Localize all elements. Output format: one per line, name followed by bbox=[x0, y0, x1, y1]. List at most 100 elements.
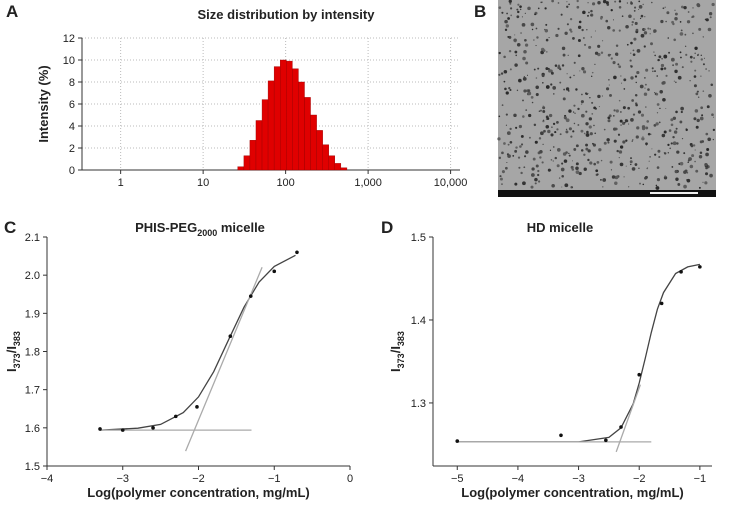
tem-particle bbox=[643, 28, 646, 31]
chart-title: Size distribution by intensity bbox=[198, 7, 376, 22]
tem-particle bbox=[683, 152, 686, 155]
tem-particle bbox=[581, 93, 583, 96]
tem-particle bbox=[514, 50, 518, 54]
tem-particle bbox=[636, 70, 640, 75]
tem-particle bbox=[653, 51, 655, 53]
tem-particle bbox=[535, 85, 539, 90]
tem-particle bbox=[680, 106, 684, 111]
x-tick-label: 0 bbox=[347, 473, 353, 485]
tem-particle bbox=[515, 126, 518, 129]
tem-particle bbox=[612, 127, 617, 131]
tangent-line bbox=[184, 266, 263, 452]
tem-particle bbox=[513, 38, 517, 42]
tem-particle bbox=[607, 26, 611, 30]
tem-particle bbox=[635, 81, 637, 84]
tem-particle bbox=[590, 13, 594, 17]
y-axis-label: I373/I383 bbox=[4, 331, 22, 372]
bar bbox=[273, 66, 281, 171]
tem-particle bbox=[498, 6, 502, 9]
subscript: 383 bbox=[12, 331, 22, 346]
tem-particle bbox=[514, 40, 517, 43]
tem-particle bbox=[643, 31, 648, 35]
tem-particle bbox=[537, 169, 540, 173]
tem-particle bbox=[649, 28, 651, 30]
tem-particle bbox=[498, 51, 501, 55]
text-part: HD micelle bbox=[527, 220, 593, 235]
tem-particle bbox=[498, 73, 501, 76]
tem-particle bbox=[630, 64, 632, 67]
tem-particle bbox=[656, 178, 661, 182]
tem-particle bbox=[676, 150, 680, 154]
tem-particle bbox=[636, 49, 641, 53]
y-tick-label: 6 bbox=[69, 99, 75, 111]
tem-particle bbox=[645, 106, 647, 108]
tem-particle bbox=[585, 133, 590, 137]
tem-particle bbox=[697, 53, 700, 55]
tem-particle bbox=[692, 15, 695, 18]
tem-particle bbox=[620, 75, 622, 77]
tem-particle bbox=[635, 28, 639, 32]
tem-particle bbox=[631, 167, 636, 171]
tem-particle bbox=[522, 115, 525, 118]
tem-particle bbox=[611, 175, 616, 179]
tem-particle bbox=[687, 11, 690, 13]
tem-particle bbox=[523, 50, 527, 54]
tem-particle bbox=[523, 75, 525, 78]
tem-particle bbox=[653, 123, 657, 127]
tem-particle bbox=[507, 17, 510, 20]
tem-particle bbox=[514, 34, 516, 36]
tem-particle bbox=[608, 79, 610, 81]
tem-particle bbox=[624, 119, 628, 123]
tem-particle bbox=[616, 54, 619, 56]
tem-particle bbox=[572, 37, 575, 40]
tem-particle bbox=[646, 120, 650, 123]
tem-particle bbox=[587, 149, 591, 153]
tem-particle bbox=[617, 63, 620, 66]
tem-particle bbox=[703, 57, 705, 59]
tem-particle bbox=[627, 186, 630, 188]
tem-particle bbox=[705, 152, 709, 157]
tem-particle bbox=[565, 87, 570, 91]
tem-particle bbox=[675, 177, 679, 181]
tem-particle bbox=[621, 82, 623, 84]
tem-particle bbox=[544, 7, 547, 10]
tem-particle bbox=[674, 17, 678, 21]
tem-particle bbox=[665, 74, 668, 77]
tem-particle bbox=[600, 17, 603, 20]
tem-particle bbox=[658, 155, 661, 159]
tem-particle bbox=[556, 164, 560, 168]
tem-particle bbox=[614, 175, 619, 180]
y-tick-label: 2.1 bbox=[25, 232, 40, 244]
tem-particle bbox=[603, 141, 607, 145]
data-point bbox=[679, 270, 683, 274]
tem-particle bbox=[608, 84, 610, 86]
tem-particle bbox=[561, 64, 565, 67]
tem-particle bbox=[591, 113, 594, 115]
tem-particle bbox=[540, 50, 545, 55]
tem-particle bbox=[654, 70, 656, 73]
tem-particle bbox=[542, 49, 546, 52]
tem-particle bbox=[518, 166, 521, 169]
data-point bbox=[151, 426, 155, 430]
data-point bbox=[455, 439, 460, 443]
tem-particle bbox=[527, 89, 530, 92]
tem-particle bbox=[563, 159, 568, 163]
tem-particle bbox=[519, 8, 522, 11]
tem-particle bbox=[654, 54, 656, 57]
tem-particle bbox=[519, 5, 522, 8]
tem-particle bbox=[633, 6, 637, 9]
tem-particle bbox=[631, 24, 633, 26]
tem-particle bbox=[664, 6, 666, 8]
tem-particle bbox=[607, 116, 611, 120]
tem-particle bbox=[556, 121, 559, 124]
tem-particle bbox=[568, 3, 570, 6]
tem-particle bbox=[602, 186, 604, 188]
tem-particle bbox=[580, 113, 585, 118]
tem-particle bbox=[644, 16, 646, 18]
tem-particle bbox=[554, 156, 557, 160]
tem-particle bbox=[694, 46, 698, 50]
y-tick-label: 1.5 bbox=[25, 461, 40, 473]
tem-particle bbox=[520, 134, 524, 138]
tem-particle bbox=[566, 1, 568, 3]
tem-particle bbox=[501, 151, 504, 155]
